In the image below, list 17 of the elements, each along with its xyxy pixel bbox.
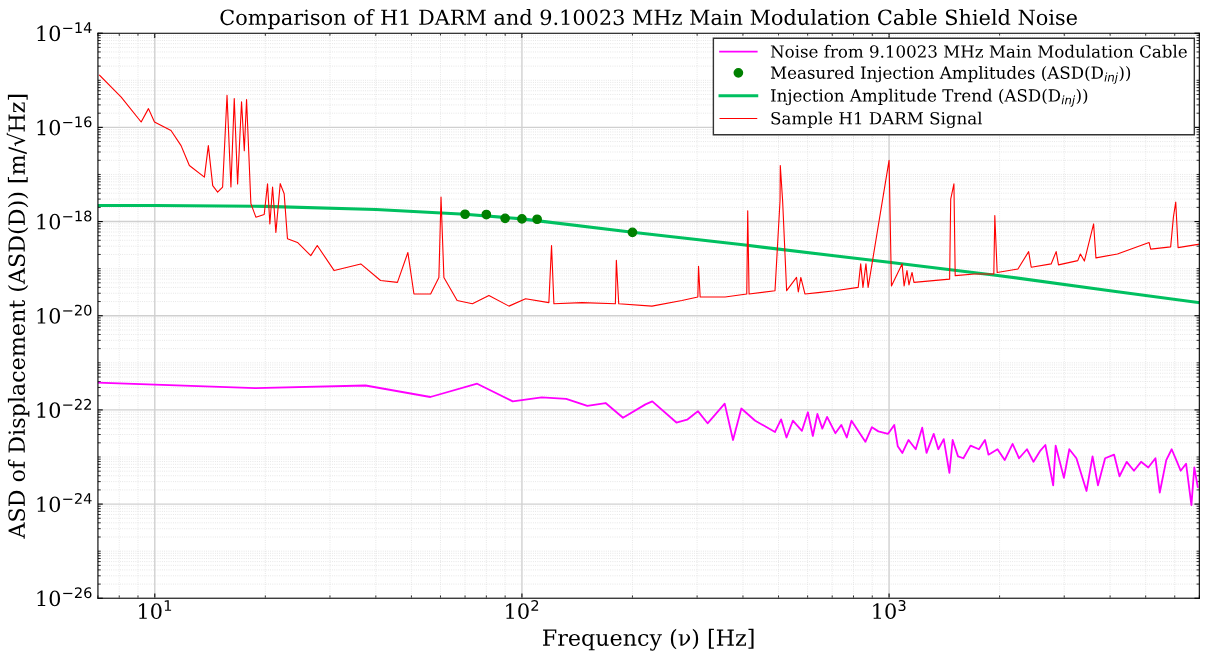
legend-label: Measured Injection Amplitudes (ASD(D$_{inj}$)) <box>770 66 1131 84</box>
y-tick-label: 10$^{−22}$ <box>37 398 91 418</box>
y-axis-title: ASD of Displacement (ASD(D)) [m/√Hz] <box>6 94 30 539</box>
y-tick-label: 10$^{−14}$ <box>37 22 92 42</box>
y-tick-label: 10$^{−26}$ <box>37 587 92 607</box>
x-axis-title: Frequency (ν) [Hz] <box>543 628 754 651</box>
legend-label: Sample H1 DARM Signal <box>771 111 983 129</box>
y-tick-label: 10$^{−18}$ <box>37 210 92 230</box>
legend-label: Noise from 9.10023 MHz Main Modulation Cable <box>770 44 1187 58</box>
y-tick-label: 10$^{−16}$ <box>37 116 92 136</box>
y-tick-label: 10$^{−24}$ <box>37 493 92 513</box>
x-tick-label: 10$^{2}$ <box>506 600 539 620</box>
legend-label: Injection Amplitude Trend (ASD(D$_{inj}$)) <box>770 88 1088 107</box>
x-tick-label: 10$^{3}$ <box>873 600 906 620</box>
x-tick-label: 10$^{1}$ <box>139 600 172 620</box>
chart-title: Comparison of H1 DARM and 9.10023 MHz Main Modulation Cable Shield Noise <box>220 9 1077 30</box>
y-tick-label: 10$^{−20}$ <box>37 304 92 324</box>
